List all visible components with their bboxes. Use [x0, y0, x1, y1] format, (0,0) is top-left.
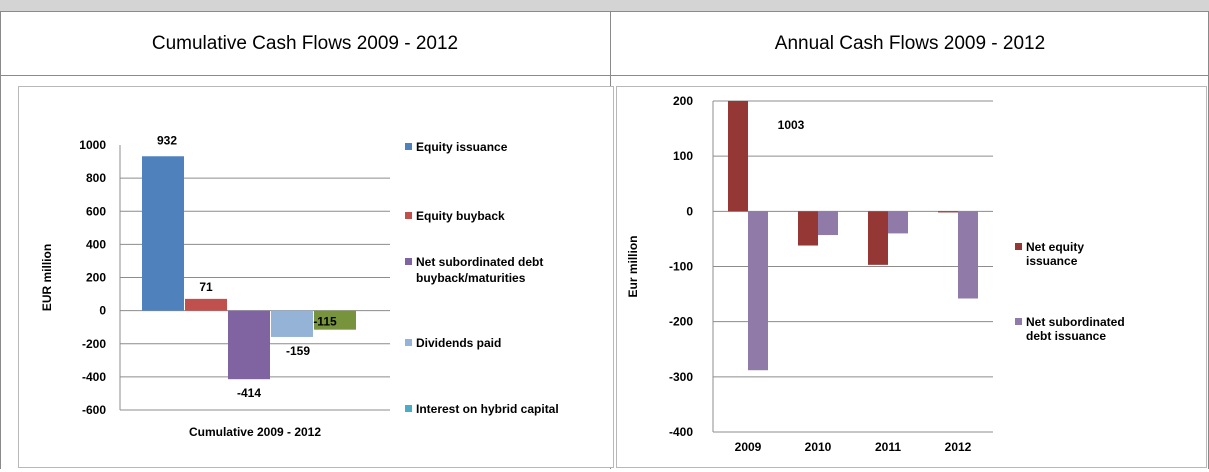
y-tick-label: 1000: [79, 138, 106, 152]
legend-label: Equity buyback: [416, 209, 505, 223]
legend-label: Net subordinated debt: [416, 255, 543, 269]
legend-label-cont: issuance: [1026, 254, 1078, 268]
x-tick-label: 2012: [945, 440, 972, 454]
data-label: 932: [157, 133, 177, 147]
legend-label: Interest on hybrid capital: [416, 402, 559, 416]
right-column-header: Annual Cash Flows 2009 - 2012: [774, 32, 1046, 54]
bar-net-equity-issuance-2012: [938, 211, 958, 213]
bar-net-subordinated-debt-issuance-2011: [888, 211, 908, 234]
y-axis-title: Eur million: [626, 235, 640, 297]
y-tick-label: 600: [86, 204, 106, 218]
header-divider: [0, 75, 1209, 76]
bar-net-subordinated-debt-buyback-maturities: [228, 310, 270, 380]
y-tick-label: -400: [669, 425, 693, 439]
bar-equity-buyback: [185, 298, 227, 311]
data-label: -159: [286, 344, 310, 358]
legend-swatch: [405, 212, 412, 219]
legend-swatch: [405, 143, 412, 150]
annotation-label: 1003: [778, 118, 805, 132]
bar-equity-issuance: [142, 156, 184, 311]
bar-net-equity-issuance-2009: [728, 101, 748, 212]
y-tick-label: -200: [669, 315, 693, 329]
y-axis-title: EUR million: [40, 244, 54, 311]
bar-interest-on-hybrid-capital: [314, 310, 356, 330]
y-tick-label: 0: [99, 304, 106, 318]
x-tick-label: 2011: [875, 440, 901, 454]
y-tick-label: -300: [669, 370, 693, 384]
x-tick-label: 2009: [735, 440, 762, 454]
x-category-label: Cumulative 2009 - 2012: [189, 425, 321, 439]
annual-cash-flows-chart: 200 100 0 -100 -200 -300 -400 Eur million 2009 20…: [626, 94, 1125, 454]
y-tick-label: 400: [86, 237, 106, 251]
bar-net-subordinated-debt-issuance-2010: [818, 211, 838, 236]
y-tick-label: 100: [673, 149, 693, 163]
y-tick-label: 200: [673, 94, 693, 108]
y-tick-label: 800: [86, 171, 106, 185]
y-tick-label: -400: [82, 370, 106, 384]
bar-net-equity-issuance-2011: [868, 211, 888, 265]
top-toolbar-strip: [0, 0, 1209, 12]
cumulative-cash-flows-chart: 1000 800 600 400 200 0 -200 -400 -600 EUR million…: [40, 133, 559, 439]
legend-label: Net equity: [1026, 240, 1084, 254]
left-column-header: Cumulative Cash Flows 2009 - 2012: [151, 32, 459, 54]
legend-swatch: [405, 339, 412, 346]
data-label: -115: [313, 315, 337, 329]
legend-label-cont: debt issuance: [1026, 329, 1106, 343]
legend-swatch: [405, 258, 412, 265]
legend-label: Dividends paid: [416, 336, 501, 350]
legend-swatch: [1015, 318, 1022, 325]
legend-label: Equity issuance: [416, 140, 508, 154]
y-tick-label: 200: [86, 271, 106, 285]
bar-net-subordinated-debt-issuance-2012: [958, 211, 978, 299]
legend-swatch: [1015, 243, 1022, 250]
data-label: 71: [199, 280, 213, 294]
legend-label: Net subordinated: [1026, 315, 1125, 329]
legend-swatch: [405, 405, 412, 412]
y-tick-label: -100: [669, 260, 693, 274]
bar-net-subordinated-debt-issuance-2009: [748, 211, 768, 371]
bar-dividends-paid: [271, 310, 313, 337]
y-tick-label: -200: [82, 337, 106, 351]
y-tick-label: -600: [82, 403, 106, 417]
annual-chart-panel: 200 100 0 -100 -200 -300 -400 Eur million 2009 20…: [616, 86, 1207, 468]
legend-label-cont: buyback/maturities: [416, 271, 526, 285]
data-label: -414: [237, 386, 261, 400]
cumulative-chart-panel: 1000 800 600 400 200 0 -200 -400 -600 EUR million…: [18, 86, 614, 468]
bar-net-equity-issuance-2010: [798, 211, 818, 246]
x-tick-label: 2010: [805, 440, 832, 454]
y-tick-label: 0: [686, 204, 693, 218]
